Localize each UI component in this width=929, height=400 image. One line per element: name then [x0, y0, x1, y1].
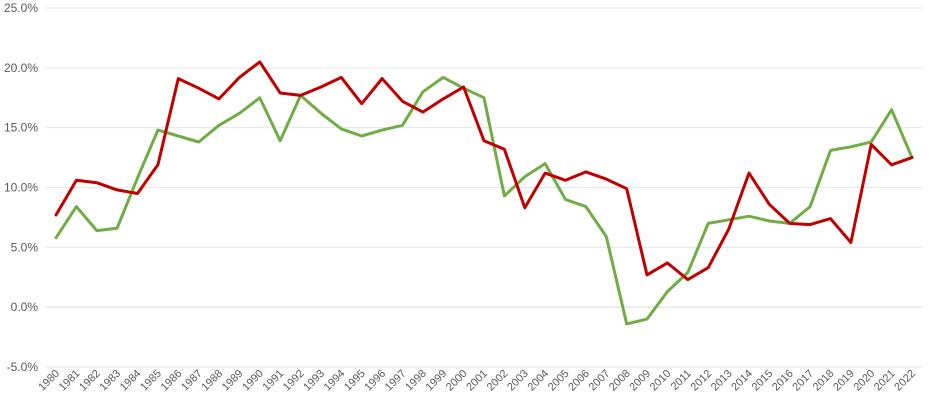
x-tick-label: 1996	[362, 368, 388, 394]
x-tick-label: 2000	[444, 368, 470, 394]
x-tick-label: 1980	[36, 368, 62, 394]
x-tick-label: 2015	[750, 368, 776, 394]
x-tick-label: 1987	[179, 368, 205, 394]
x-tick-label: 2008	[607, 368, 633, 394]
x-tick-label: 2010	[648, 368, 674, 394]
y-tick-label: 10.0%	[4, 181, 38, 195]
y-tick-label: 0.0%	[11, 300, 39, 314]
x-tick-label: 1990	[240, 368, 266, 394]
x-tick-label: 1989	[220, 368, 246, 394]
x-tick-label: 1994	[322, 368, 348, 394]
y-tick-label: 25.0%	[4, 1, 38, 15]
x-tick-label: 1988	[199, 368, 225, 394]
x-axis-tick-labels: 1980198119821983198419851986198719881989…	[36, 368, 918, 394]
x-tick-label: 1998	[403, 368, 429, 394]
x-tick-label: 2001	[464, 368, 490, 394]
x-tick-label: 2014	[729, 368, 755, 394]
series-line-1	[54, 75, 914, 326]
x-tick-label: 2020	[852, 368, 878, 394]
x-tick-label: 1982	[77, 368, 103, 394]
x-tick-label: 2017	[790, 368, 816, 394]
x-tick-label: 2019	[831, 368, 857, 394]
x-tick-label: 2002	[485, 368, 511, 394]
x-tick-label: 2003	[505, 368, 531, 394]
y-tick-label: 15.0%	[4, 121, 38, 135]
x-tick-label: 1986	[159, 368, 185, 394]
x-tick-label: 2011	[669, 368, 694, 393]
series-lines	[54, 60, 914, 326]
x-tick-label: 1981	[57, 368, 83, 394]
x-tick-label: 1985	[138, 368, 164, 394]
x-tick-label: 2007	[587, 368, 613, 394]
x-tick-label: 1991	[261, 368, 287, 394]
x-tick-label: 1997	[383, 368, 409, 394]
y-tick-label: 5.0%	[11, 240, 39, 254]
x-tick-label: 1993	[301, 368, 327, 394]
x-tick-label: 2012	[689, 368, 715, 394]
series-line-2	[54, 60, 914, 282]
x-tick-label: 2016	[770, 368, 796, 394]
x-tick-label: 2021	[872, 368, 898, 394]
x-tick-label: 1999	[424, 368, 450, 394]
y-tick-label: -5.0%	[7, 360, 39, 374]
y-axis-tick-labels: -5.0% 0.0% 5.0% 10.0% 15.0% 20.0% 25.0%	[4, 1, 38, 374]
gridlines	[46, 7, 922, 368]
x-tick-label: 2004	[525, 368, 551, 394]
x-tick-label: 1984	[118, 368, 144, 394]
x-tick-label: 2009	[627, 368, 653, 394]
x-tick-label: 1992	[281, 368, 307, 394]
x-tick-label: 1995	[342, 368, 368, 394]
x-tick-label: 2005	[546, 368, 572, 394]
x-tick-label: 2022	[892, 368, 918, 394]
x-tick-label: 1983	[97, 368, 123, 394]
x-tick-label: 2006	[566, 368, 592, 394]
y-tick-label: 20.0%	[4, 61, 38, 75]
x-tick-label: 2013	[709, 368, 735, 394]
x-tick-label: 2018	[811, 368, 837, 394]
